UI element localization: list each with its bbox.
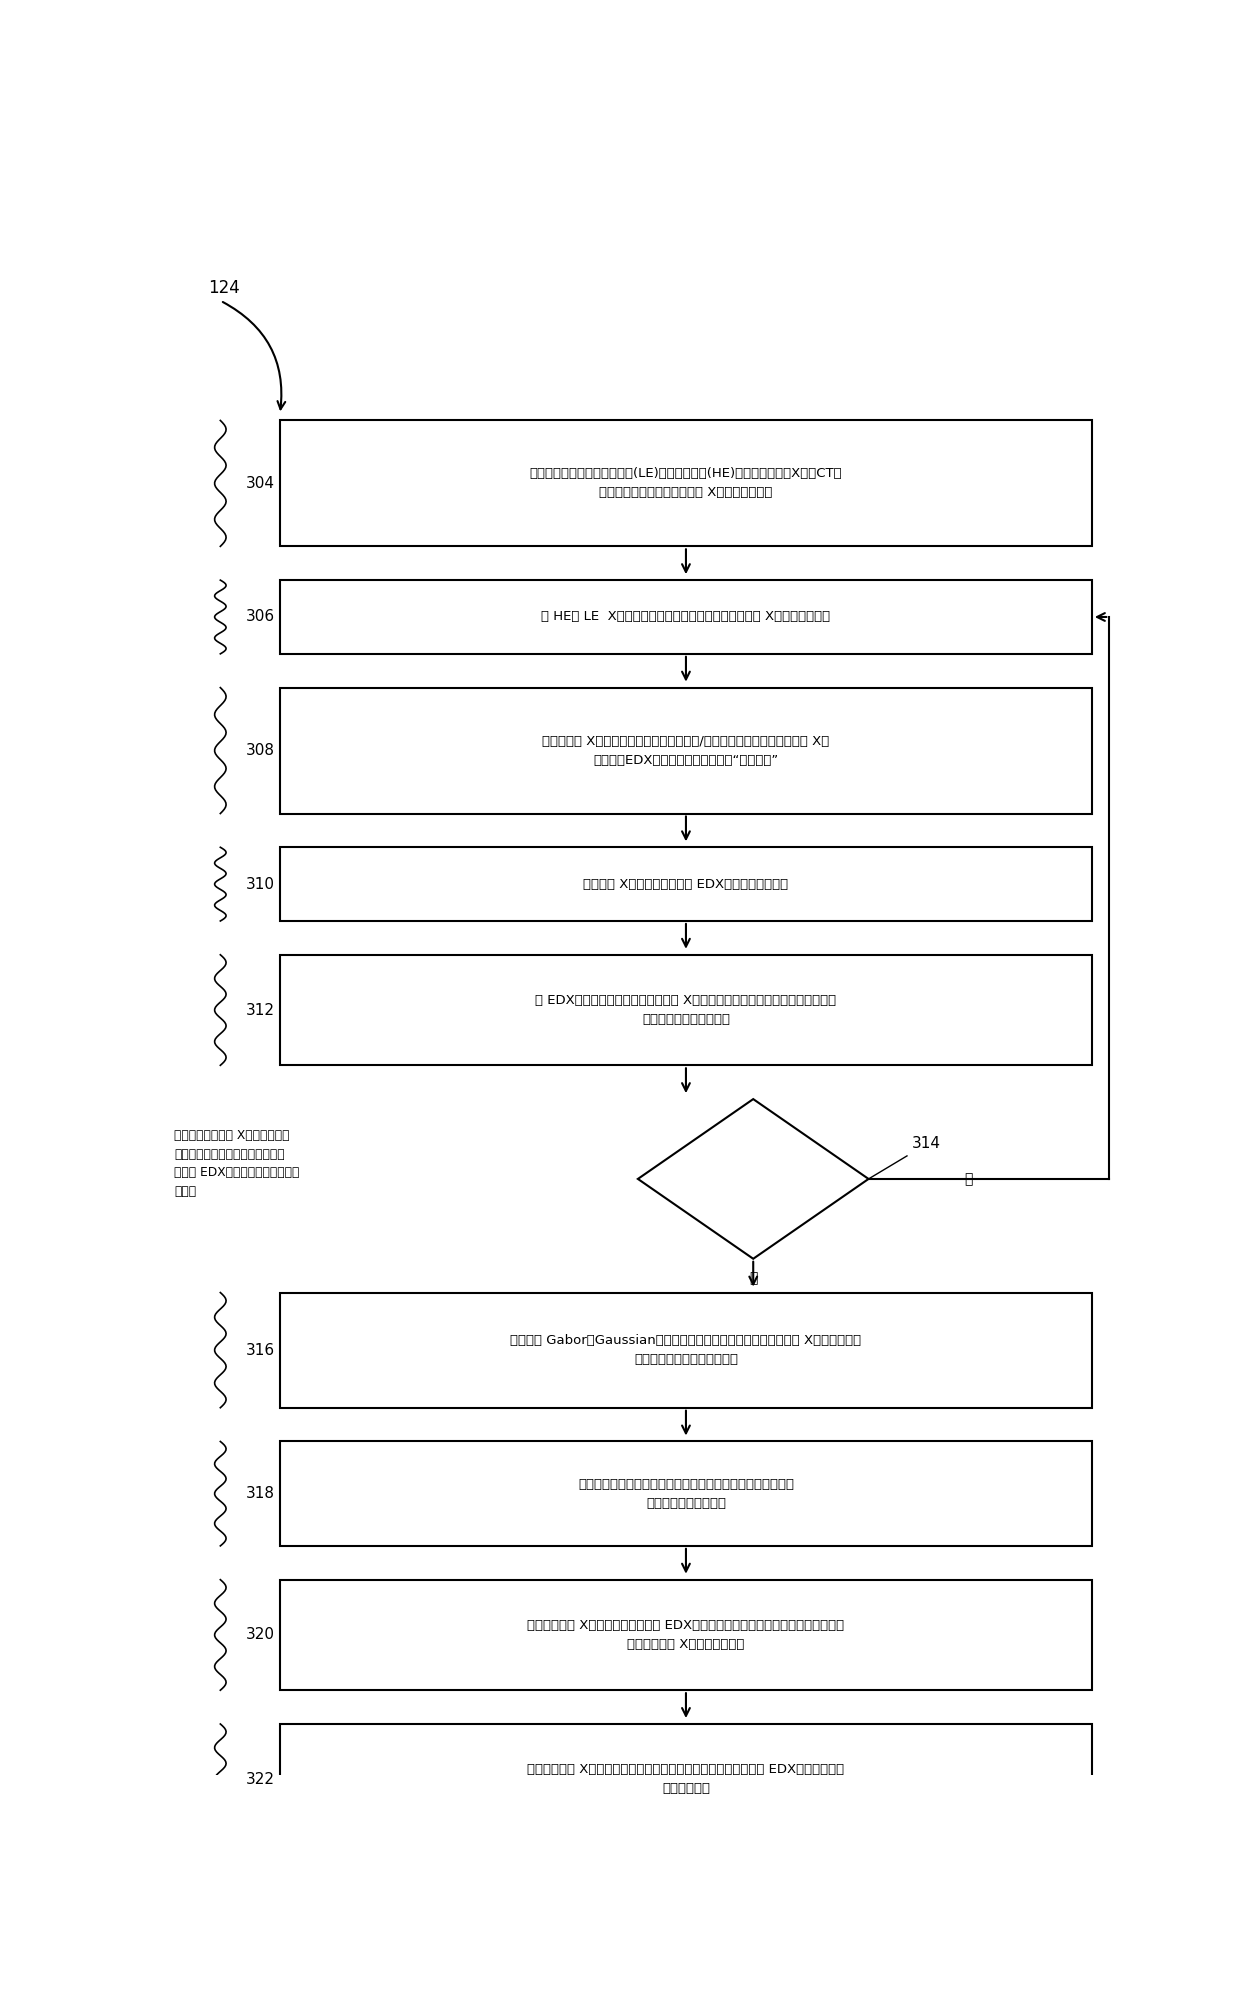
Text: 是否所有与多能量 X射线体积数据
集中的矿物质相关联的像素区域均
由当前 EDX矿物图中的对应的标签
表示？: 是否所有与多能量 X射线体积数据 集中的矿物质相关联的像素区域均 由当前 EDX… [174, 1129, 300, 1198]
Text: 320: 320 [246, 1627, 275, 1643]
Text: 124: 124 [208, 279, 239, 297]
Text: 经由诸如 Gabor、Gaussian和直方图定向梯度的特征生成器从多能量 X射线体积数据
集内的标记区域提取特征向量: 经由诸如 Gabor、Gaussian和直方图定向梯度的特征生成器从多能量 X射… [511, 1334, 862, 1366]
Bar [280, 847, 1092, 921]
Text: 312: 312 [246, 1003, 275, 1017]
Text: 318: 318 [246, 1486, 275, 1501]
Text: 将多能量 X射线体积数据集与 EDX矿物图对准并配准: 将多能量 X射线体积数据集与 EDX矿物图对准并配准 [583, 877, 789, 891]
Bar [280, 421, 1092, 546]
Text: 通过将分割的 X射线体积数据集的所选切片与一个或多个基础真相 EDX矿物图进行比
较来验证分割: 通过将分割的 X射线体积数据集的所选切片与一个或多个基础真相 EDX矿物图进行比… [527, 1763, 844, 1795]
Text: 跨整个多能量 X射线体积数据集并在 EDX矿物图之外应用从训练算法学习的行为信息
以构建分割的 X射线体积数据集: 跨整个多能量 X射线体积数据集并在 EDX矿物图之外应用从训练算法学习的行为信息… [527, 1619, 844, 1651]
Bar [280, 1442, 1092, 1545]
Text: 是: 是 [749, 1270, 758, 1284]
Bar [280, 580, 1092, 654]
Bar [280, 1292, 1092, 1408]
Bar [280, 955, 1092, 1065]
Text: 否: 否 [965, 1172, 973, 1186]
Text: 316: 316 [246, 1342, 275, 1358]
Bar [280, 688, 1092, 814]
Text: 对所提取的特征向量执行机器学习训练算法（例如随机森林）
以学习特征向量的行为: 对所提取的特征向量执行机器学习训练算法（例如随机森林） 以学习特征向量的行为 [578, 1478, 794, 1509]
Text: 将 EDX矿物图作为掩模应用于多能量 X射线体积数据集，以根据像素区域的矿物
质识别和标记该像素区域: 将 EDX矿物图作为掩模应用于多能量 X射线体积数据集，以根据像素区域的矿物 质… [536, 995, 837, 1027]
Polygon shape [637, 1099, 868, 1258]
Text: 在不同能量范围（一个低能量(LE)和一个高能量(HE)）下执行样品的X射线CT扫
描，以在每个能量范围内创建 X射线体积数据集: 在不同能量范围（一个低能量(LE)和一个高能量(HE)）下执行样品的X射线CT扫… [529, 467, 842, 498]
Bar [280, 1579, 1092, 1691]
Text: 310: 310 [246, 877, 275, 891]
Text: 306: 306 [246, 610, 275, 624]
Text: 314: 314 [911, 1137, 941, 1151]
Bar [280, 1725, 1092, 1834]
Text: 308: 308 [246, 744, 275, 758]
FancyArrowPatch shape [223, 301, 285, 409]
Text: 322: 322 [246, 1773, 275, 1787]
Text: 从 HE和 LE  X射线体积数据集生成对准和配准的多能量 X射线体积数据集: 从 HE和 LE X射线体积数据集生成对准和配准的多能量 X射线体积数据集 [542, 610, 831, 624]
Text: 304: 304 [246, 477, 275, 491]
Text: 针对多能量 X射线体积数据集所覆盖的切片/区域创建一个或多个能量分散 X射
线光谱（EDX）矿物图以建立样品的“基础真相”: 针对多能量 X射线体积数据集所覆盖的切片/区域创建一个或多个能量分散 X射 线光… [542, 734, 830, 766]
